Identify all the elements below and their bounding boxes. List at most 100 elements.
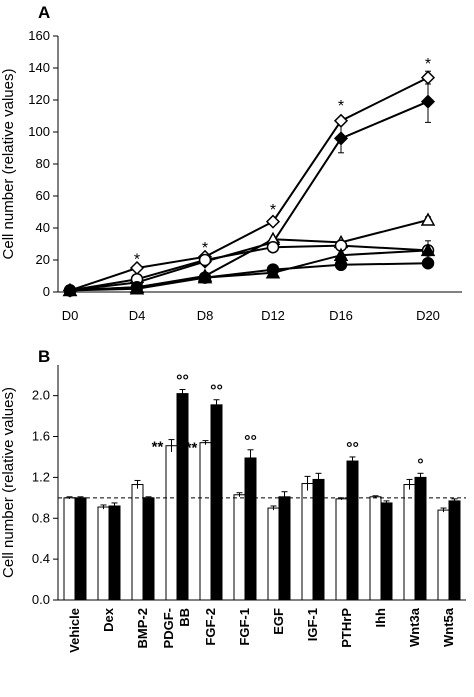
data-point [266, 263, 280, 276]
x-tick-label-a: D12 [261, 308, 285, 323]
x-tick-label-line: Vehicle [67, 608, 82, 653]
bar [108, 505, 121, 601]
x-tick-label-b: Wnt3a [407, 607, 422, 647]
bar [346, 460, 359, 601]
bar [369, 496, 382, 601]
bar [63, 497, 76, 601]
significance-marker: °° [346, 440, 359, 457]
significance-marker: * [270, 202, 276, 219]
bar [335, 498, 348, 601]
x-tick-label-line: BB [177, 608, 192, 627]
significance-marker: °° [210, 383, 223, 400]
x-tick-label-a: D0 [62, 308, 79, 323]
data-point [63, 284, 77, 297]
series-line [69, 76, 429, 292]
series-line [69, 262, 429, 292]
y-tick-label-b: 0.4 [32, 551, 50, 566]
line-chart-a: 0 20 40 60 80 100 120 140 160 D0 D4 D8 D12 D16 D20 Cell… [0, 28, 462, 323]
bar [301, 483, 314, 601]
y-tick-label-a: 20 [36, 252, 50, 267]
y-tick-label-b: 0.0 [32, 592, 50, 607]
bar [278, 496, 291, 601]
x-tick-label-line: BMP-2 [135, 608, 150, 648]
series-a [69, 261, 431, 292]
y-tick-label-a: 0 [43, 284, 50, 299]
x-tick-label-b: Vehicle [67, 608, 82, 653]
bar [97, 506, 110, 601]
series-line [69, 244, 429, 292]
bar [142, 497, 155, 601]
bar [244, 457, 257, 601]
data-point [420, 212, 436, 226]
data-point [420, 70, 436, 85]
data-point [198, 271, 212, 284]
data-point [333, 113, 349, 128]
significance-marker: * [202, 240, 208, 257]
significance-marker: * [425, 56, 431, 73]
y-tick-label-a: 80 [36, 156, 50, 171]
bar-chart-b: 0.0 0.4 0.8 1.2 1.6 2.0 Cell number (relative … [0, 365, 466, 653]
x-tick-label-a: D20 [416, 308, 440, 323]
x-tick-label-b: EGF [271, 608, 286, 635]
x-tick-label-b: IGF-1 [305, 608, 320, 641]
x-tick-label-b: BMP-2 [135, 608, 150, 648]
series-a [69, 70, 431, 292]
bar [74, 497, 87, 601]
x-tick-label-line: IGF-1 [305, 608, 320, 641]
panel-a-label: A [38, 3, 50, 22]
data-point [421, 256, 435, 270]
data-point [130, 280, 144, 294]
significance-marker: ** [186, 440, 198, 457]
significance-marker: ** [152, 439, 164, 456]
y-tick-label-b: 1.2 [32, 469, 50, 484]
x-tick-label-line: FGF-1 [237, 608, 252, 646]
data-point [420, 94, 436, 109]
data-point [420, 242, 436, 257]
x-tick-label-a: D4 [129, 308, 146, 323]
data-point [198, 253, 212, 267]
y-tick-label-a: 100 [28, 124, 50, 139]
x-tick-label-line: Wnt5a [441, 607, 456, 647]
y-axis-label-b: Cell number (relative values) [0, 387, 17, 578]
y-tick-label-a: 40 [36, 220, 50, 235]
x-tick-label-line: Ihh [373, 608, 388, 628]
data-point [265, 214, 281, 229]
significance-marker: ° [417, 456, 423, 473]
y-tick-label-a: 120 [28, 92, 50, 107]
x-tick-label-b: FGF-1 [237, 608, 252, 646]
significance-marker: °° [176, 373, 189, 390]
significance-marker: * [134, 251, 140, 268]
y-tick-label-a: 60 [36, 188, 50, 203]
x-tick-label-b: Wnt5a [441, 607, 456, 647]
data-point [334, 258, 348, 272]
bar [437, 509, 450, 601]
y-tick-label-a: 140 [28, 60, 50, 75]
y-axis-label-a: Cell number (relative values) [0, 69, 17, 260]
y-tick-label-b: 1.6 [32, 429, 50, 444]
bar [233, 494, 246, 601]
significance-marker: °° [244, 433, 257, 450]
data-point [333, 131, 349, 146]
x-tick-label-b: PDGF- BB [161, 608, 192, 648]
x-tick-label-line: FGF-2 [203, 608, 218, 646]
x-tick-label-b: FGF-2 [203, 608, 218, 646]
bar [210, 404, 223, 601]
x-tick-label-line: PTHrP [339, 608, 354, 648]
series-a [69, 80, 431, 292]
y-tick-label-b: 0.8 [32, 510, 50, 525]
x-tick-label-b: Ihh [373, 608, 388, 628]
x-tick-label-line: PDGF- [161, 608, 176, 648]
x-tick-label-line: Wnt3a [407, 607, 422, 647]
bar [165, 445, 178, 601]
y-tick-label-a: 160 [28, 28, 50, 43]
bar [176, 393, 189, 601]
panel-b-label: B [38, 347, 50, 366]
series-line [69, 100, 429, 292]
significance-marker: * [338, 98, 344, 115]
x-tick-label-b: PTHrP [339, 608, 354, 648]
bar [380, 502, 393, 601]
x-tick-label-line: EGF [271, 608, 286, 635]
x-tick-label-line: Dex [101, 607, 116, 632]
bar [403, 484, 416, 601]
